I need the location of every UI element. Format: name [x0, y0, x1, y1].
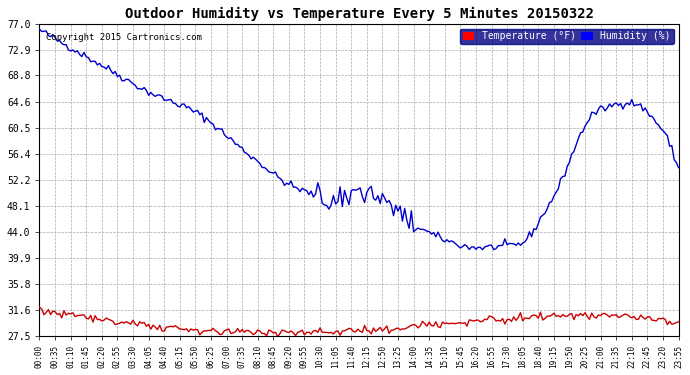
Text: Copyright 2015 Cartronics.com: Copyright 2015 Cartronics.com [46, 33, 201, 42]
Title: Outdoor Humidity vs Temperature Every 5 Minutes 20150322: Outdoor Humidity vs Temperature Every 5 … [124, 7, 593, 21]
Legend: Temperature (°F), Humidity (%): Temperature (°F), Humidity (%) [460, 28, 673, 44]
